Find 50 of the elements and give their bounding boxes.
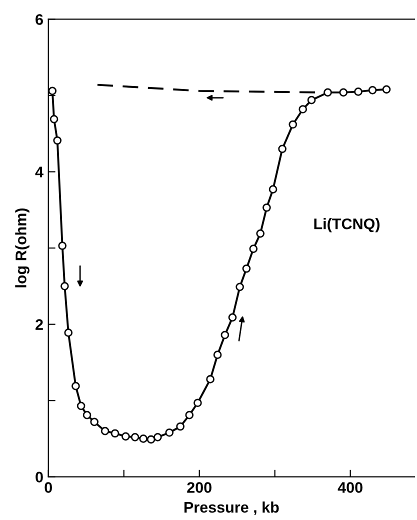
point <box>228 313 237 322</box>
point <box>50 114 58 124</box>
point <box>185 410 194 420</box>
point <box>72 382 80 390</box>
point <box>58 242 67 250</box>
y-tick-label: 2 <box>36 319 43 330</box>
x-axis-title: Pressure , kb <box>184 502 279 515</box>
annotation: Li(TCNQ) <box>314 218 380 232</box>
point <box>382 85 391 94</box>
point <box>90 418 99 426</box>
x-tick-label: 400 <box>338 482 362 493</box>
y-axis-title: log R(ohm) <box>15 208 30 288</box>
point <box>307 96 316 104</box>
point <box>262 203 271 212</box>
point <box>110 429 120 438</box>
point <box>368 86 377 94</box>
point <box>154 433 162 442</box>
point <box>64 328 73 337</box>
y-tick-label: 4 <box>35 166 44 178</box>
point <box>268 185 278 194</box>
point <box>256 229 265 238</box>
point <box>53 136 62 145</box>
point <box>139 434 148 443</box>
point <box>298 105 308 114</box>
point <box>213 350 222 359</box>
point <box>48 86 57 96</box>
point <box>194 398 202 408</box>
y-tick-label: 6 <box>36 14 43 25</box>
point <box>130 433 140 442</box>
point <box>288 120 298 129</box>
point <box>82 410 92 420</box>
point <box>122 432 130 441</box>
x-tick-label: 0 <box>44 482 52 493</box>
point <box>60 282 69 290</box>
y-tick-label: 0 <box>36 472 43 483</box>
point <box>324 88 332 97</box>
point <box>249 244 258 253</box>
point <box>76 402 86 410</box>
point <box>176 422 184 431</box>
point <box>206 375 214 384</box>
x-tick-label: 200 <box>187 482 212 493</box>
point <box>236 282 244 292</box>
point <box>165 428 174 437</box>
point <box>146 435 156 444</box>
point <box>220 330 230 340</box>
point <box>278 144 286 154</box>
point <box>100 426 110 436</box>
point <box>339 88 348 97</box>
point <box>354 88 362 96</box>
point <box>242 264 251 273</box>
